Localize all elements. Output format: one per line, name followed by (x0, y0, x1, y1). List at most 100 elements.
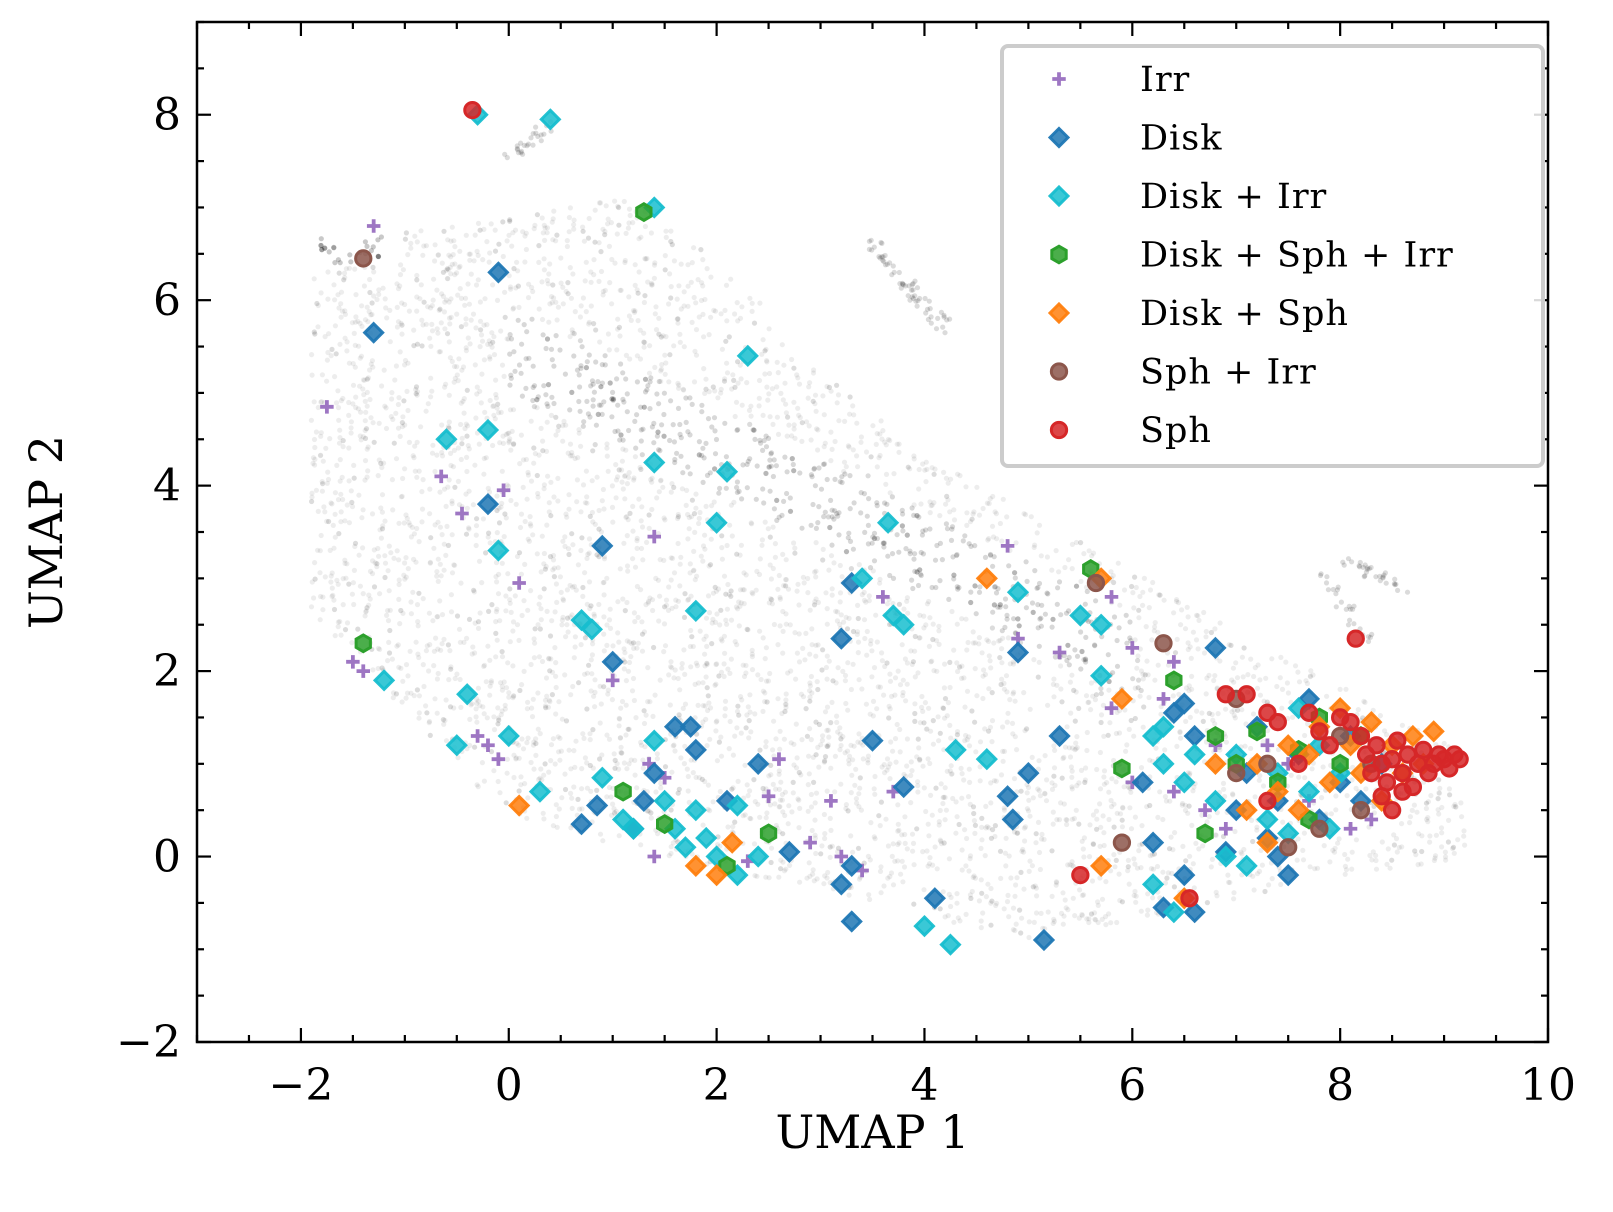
cloud-point (950, 795, 956, 802)
cloud-point (842, 418, 848, 424)
cloud-point (822, 754, 829, 760)
cloud-point (329, 346, 335, 352)
cloud-point (361, 283, 367, 289)
cloud-point (645, 279, 651, 285)
cloud-point (886, 715, 892, 721)
cloud-point (1001, 906, 1007, 912)
cloud-point (1240, 674, 1246, 680)
cloud-point (524, 740, 530, 746)
cloud-point (496, 571, 502, 578)
cloud-point (773, 822, 779, 829)
cloud-point (1064, 657, 1070, 664)
cloud-point (824, 676, 830, 682)
cloud-point (1168, 834, 1174, 840)
cloud-point (986, 686, 992, 692)
cloud-point (685, 597, 691, 603)
cloud-point (596, 601, 602, 608)
cloud-point (586, 662, 592, 668)
cloud-point (669, 555, 676, 562)
cloud-point (540, 448, 546, 454)
cloud-point (403, 555, 409, 561)
cloud-point (350, 361, 356, 367)
cloud-point (1385, 846, 1391, 852)
cloud-point (857, 785, 863, 791)
cloud-point (787, 508, 794, 514)
cloud-point (364, 605, 370, 611)
cloud-point (829, 586, 835, 592)
cloud-point (897, 726, 903, 733)
cloud-point (600, 288, 606, 295)
cloud-point (981, 667, 987, 673)
cloud-point (874, 500, 880, 506)
cloud-point (329, 585, 335, 591)
cloud-point (1428, 793, 1434, 799)
cloud-point (1077, 887, 1083, 893)
cloud-point (898, 871, 904, 877)
cloud-point (668, 577, 674, 583)
cloud-point (790, 790, 796, 796)
cloud-point (1090, 693, 1096, 699)
cloud-point (1127, 619, 1133, 625)
cloud-point (1099, 916, 1105, 923)
cloud-point (427, 732, 433, 739)
cloud-point (512, 227, 519, 233)
cloud-point (625, 726, 631, 732)
cloud-point (780, 809, 786, 815)
cloud-point (595, 379, 601, 385)
cloud-point (912, 718, 918, 725)
cloud-point (624, 766, 630, 772)
cloud-point (1036, 580, 1043, 587)
cloud-point (685, 283, 691, 289)
cloud-point (1161, 597, 1167, 603)
cloud-point (942, 696, 949, 702)
cloud-point (1142, 672, 1148, 678)
cloud-point (575, 796, 581, 803)
cloud-point (569, 449, 575, 456)
cloud-point (839, 474, 845, 480)
cloud-point (916, 745, 922, 751)
cloud-point (639, 619, 645, 625)
cloud-point (979, 650, 985, 656)
cloud-point (439, 453, 446, 459)
cloud-point (908, 648, 914, 654)
cloud-point (519, 682, 525, 688)
cloud-point (946, 891, 952, 898)
cloud-point (448, 314, 454, 320)
cloud-point (717, 788, 723, 795)
cloud-point (576, 680, 582, 686)
cloud-point (636, 496, 642, 502)
cloud-point (564, 514, 570, 520)
cloud-point (768, 451, 774, 457)
cloud-point (523, 385, 529, 391)
cloud-point (495, 401, 501, 407)
cloud-point (945, 913, 951, 919)
cloud-point (402, 422, 408, 428)
cloud-point (549, 618, 555, 624)
cloud-point (638, 404, 644, 410)
cloud-point (426, 718, 433, 725)
cloud-point (723, 282, 730, 288)
cloud-point (724, 360, 730, 366)
cloud-point (312, 576, 318, 582)
cloud-point (888, 739, 894, 745)
cloud-point (658, 366, 665, 372)
cloud-point (346, 520, 352, 526)
cloud-point (547, 633, 554, 639)
cloud-point (760, 447, 766, 453)
cloud-point (560, 284, 566, 290)
cloud-point (1018, 930, 1024, 936)
cloud-point (601, 556, 608, 562)
cloud-point (516, 550, 523, 556)
cloud-point (379, 509, 385, 515)
cloud-point (1138, 668, 1144, 674)
cloud-point (836, 510, 842, 516)
cloud-point (389, 477, 395, 483)
cloud-point (937, 540, 944, 547)
cloud-point (709, 641, 715, 647)
cloud-point (626, 470, 632, 476)
cloud-point (1119, 817, 1125, 823)
cloud-point (393, 456, 400, 462)
cloud-point (1111, 579, 1117, 586)
cloud-point (885, 764, 892, 770)
cloud-point (624, 563, 631, 569)
